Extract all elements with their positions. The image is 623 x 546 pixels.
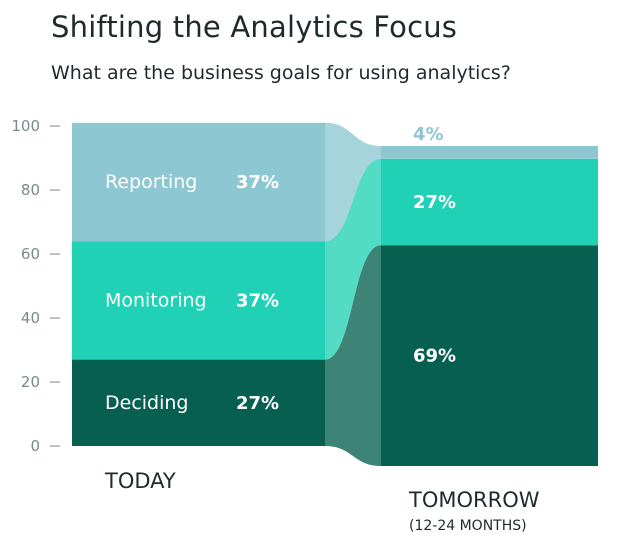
y-tick-label: 0 (30, 437, 40, 455)
bars (72, 122, 598, 466)
value-label: 27% (413, 192, 456, 213)
value-label: 69% (413, 346, 456, 367)
value-label: 37% (236, 172, 279, 193)
bar-tomorrow-monitoring (381, 158, 598, 246)
flow-reporting (325, 122, 381, 242)
flow-deciding (325, 245, 381, 466)
value-label: 4% (413, 124, 444, 145)
category-label-tomorrow: TOMORROW (408, 488, 540, 512)
segment-label-monitoring: Monitoring (105, 289, 207, 311)
bar-today-reporting (72, 122, 325, 242)
bar-tomorrow-reporting (381, 146, 598, 159)
bar-labels: Deciding 27% Monitoring 37% Reporting 37% 69% 2… (105, 124, 456, 414)
bar-today-monitoring (72, 241, 325, 360)
chart-title: Shifting the Analytics Focus (51, 10, 458, 44)
chart-subtitle: What are the business goals for using an… (51, 62, 511, 84)
segment-label-deciding: Deciding (105, 392, 189, 414)
segment-label-reporting: Reporting (105, 171, 197, 193)
x-axis-labels: TODAY TOMORROW (12-24 MONTHS) (104, 469, 540, 534)
flow-monitoring (325, 158, 381, 360)
category-label-today: TODAY (104, 469, 176, 493)
y-tick-label: 40 (21, 309, 40, 327)
y-axis: 0 20 40 60 80 100 (11, 117, 60, 455)
category-sublabel: (12-24 MONTHS) (409, 518, 527, 534)
flow-connectors (325, 122, 381, 466)
y-tick-label: 20 (21, 373, 40, 391)
y-tick-label: 100 (11, 117, 40, 135)
value-label: 37% (236, 290, 279, 311)
y-tick-label: 80 (21, 181, 40, 199)
y-tick-label: 60 (21, 245, 40, 263)
bar-today-deciding (72, 359, 325, 446)
value-label: 27% (236, 393, 279, 414)
bar-tomorrow-deciding (381, 245, 598, 466)
